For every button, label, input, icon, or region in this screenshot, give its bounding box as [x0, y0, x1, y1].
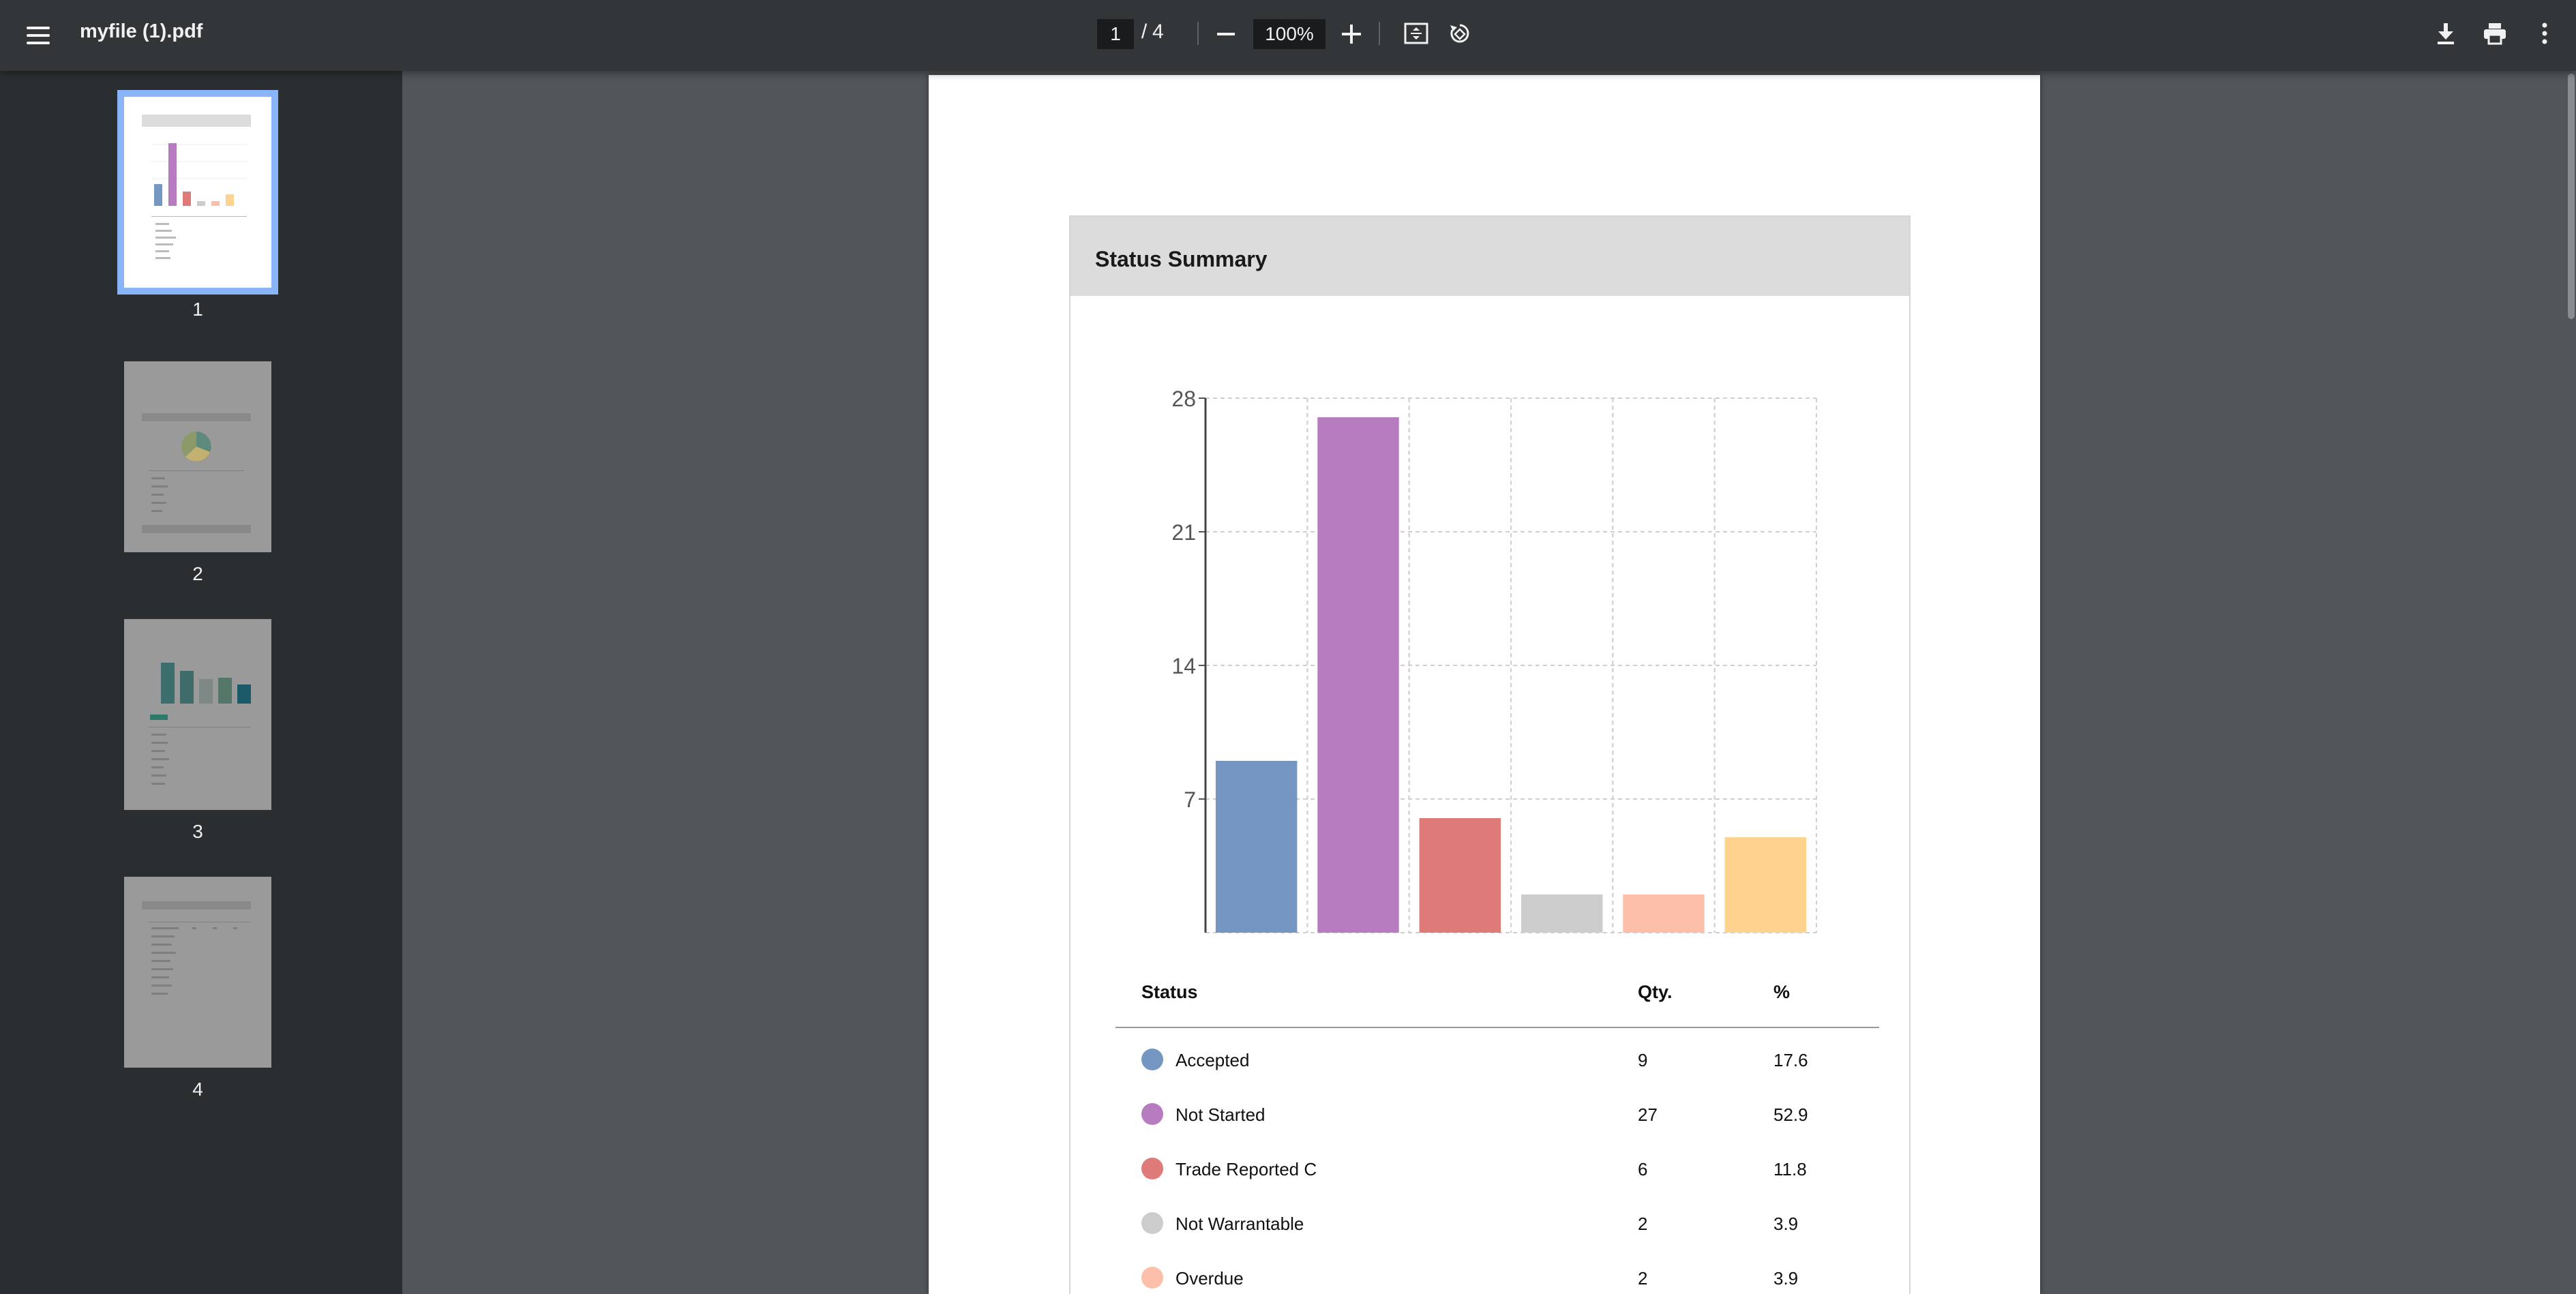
thumbnail-image — [124, 361, 271, 552]
page-total: 4 — [1152, 20, 1164, 43]
thumbnail-page-4[interactable]: 4 — [124, 877, 271, 1100]
table-row: Not Warrantable 2 3.9 — [1115, 1212, 1879, 1267]
chart-bar — [1419, 818, 1501, 933]
row-qty: 2 — [1638, 1268, 1648, 1289]
thumbnail-sidebar: 1 2 — [0, 71, 402, 1294]
more-vert-icon[interactable] — [2531, 18, 2558, 49]
table-row: Trade Reported C 6 11.8 — [1115, 1158, 1879, 1212]
row-qty: 27 — [1638, 1104, 1658, 1125]
chart-y-tick-label: 21 — [1171, 520, 1196, 545]
row-qty: 2 — [1638, 1214, 1648, 1234]
page-number-input[interactable] — [1097, 19, 1134, 49]
row-qty: 6 — [1638, 1159, 1648, 1179]
thumbnail-page-1[interactable]: 1 — [117, 90, 278, 320]
table-header-qty: Qty. — [1638, 982, 1673, 1002]
row-status: Not Started — [1175, 1104, 1265, 1125]
card-header: Status Summary — [1070, 217, 1909, 296]
status-bar-chart: 28 21 14 7 — [1118, 382, 1841, 944]
download-icon[interactable] — [2430, 18, 2461, 49]
fit-page-icon[interactable] — [1401, 18, 1432, 49]
legend-dot — [1141, 1267, 1163, 1289]
thumbnail-page-3[interactable]: 3 — [124, 619, 271, 843]
zoom-input[interactable] — [1253, 19, 1326, 49]
row-status: Not Warrantable — [1175, 1214, 1304, 1234]
row-pct: 52.9 — [1773, 1104, 1808, 1125]
chart-bar — [1521, 894, 1603, 933]
table-header-pct: % — [1773, 982, 1791, 1002]
chart-y-tick-label: 28 — [1171, 387, 1196, 411]
table-row: Overdue 2 3.9 — [1115, 1267, 1879, 1294]
viewer-scrollbar[interactable] — [2565, 71, 2576, 1294]
chart-svg: 28 21 14 7 — [1171, 387, 1817, 933]
legend-dot — [1141, 1158, 1163, 1179]
row-pct: 3.9 — [1773, 1268, 1799, 1289]
thumbnail-page-2[interactable]: 2 — [124, 361, 271, 585]
row-status: Overdue — [1175, 1268, 1244, 1289]
print-icon[interactable] — [2479, 18, 2511, 49]
file-title: myfile (1).pdf — [80, 20, 203, 42]
row-qty: 9 — [1638, 1050, 1648, 1070]
thumbnail-image — [124, 877, 271, 1068]
toolbar-divider — [1379, 22, 1380, 45]
row-status: Accepted — [1175, 1050, 1250, 1070]
menu-icon[interactable] — [19, 16, 57, 55]
plus-icon[interactable] — [1338, 16, 1365, 52]
chart-y-tick-label: 14 — [1171, 654, 1196, 678]
status-summary-card: Status Summary — [1069, 215, 1911, 1294]
table-header-status: Status — [1141, 982, 1198, 1002]
chart-bar — [1317, 417, 1399, 933]
pdf-toolbar: myfile (1).pdf / 4 — [0, 0, 2576, 71]
table-row: Not Started 27 52.9 — [1115, 1103, 1879, 1158]
minus-icon[interactable] — [1212, 16, 1240, 52]
rotate-icon[interactable] — [1444, 18, 1476, 49]
thumbnail-image — [117, 90, 278, 295]
row-pct: 17.6 — [1773, 1050, 1808, 1070]
row-pct: 3.9 — [1773, 1214, 1799, 1234]
legend-dot — [1141, 1049, 1163, 1070]
table-row: Accepted 9 17.6 — [1115, 1049, 1879, 1103]
toolbar-divider — [1197, 22, 1199, 45]
thumbnail-label: 2 — [192, 563, 203, 584]
thumbnail-image — [124, 619, 271, 810]
chart-bar — [1623, 894, 1705, 933]
thumbnail-label: 1 — [192, 299, 203, 320]
chart-y-tick-label: 7 — [1184, 787, 1196, 812]
chart-bar — [1215, 761, 1298, 933]
card-title: Status Summary — [1095, 247, 1268, 271]
legend-dot — [1141, 1212, 1163, 1234]
legend-dot — [1141, 1103, 1163, 1125]
thumbnail-label: 3 — [192, 821, 203, 842]
row-pct: 11.8 — [1773, 1159, 1807, 1179]
table-divider — [1115, 1027, 1879, 1028]
row-status: Trade Reported C — [1175, 1159, 1317, 1179]
thumbnail-label: 4 — [192, 1079, 203, 1100]
page-separator: / — [1141, 20, 1148, 43]
chart-bar — [1724, 837, 1807, 933]
